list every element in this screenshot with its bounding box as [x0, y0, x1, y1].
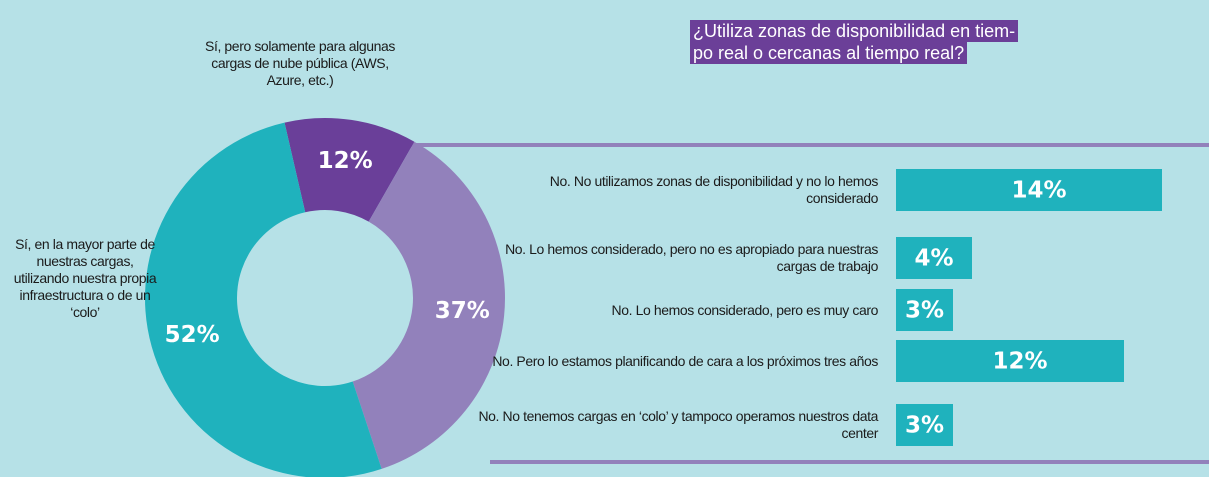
category-label: No. Lo hemos considerado, pero es muy ca…: [611, 301, 879, 318]
value-label: 12%: [992, 349, 1047, 375]
bar: [896, 237, 972, 279]
title: ¿Utiliza zonas de disponibilidad en tiem…: [690, 20, 1019, 64]
donut-segment: [145, 122, 382, 477]
donut-segment: [352, 141, 505, 469]
category-label: No. Pero lo estamos planificando de cara…: [492, 352, 878, 369]
title-line: po real o cercanas al tiempo real?: [690, 42, 968, 64]
bar: [896, 404, 953, 446]
value-label: 14%: [1011, 178, 1066, 204]
title-line: ¿Utiliza zonas de disponibilidad en tiem…: [690, 20, 1019, 42]
value-label: 3%: [905, 413, 944, 439]
value-label: 52%: [165, 322, 220, 348]
value-label: 12%: [318, 148, 373, 174]
value-label: 3%: [905, 298, 944, 324]
bar: [896, 169, 1162, 211]
donut-segment: [284, 117, 415, 222]
bar: [896, 340, 1124, 382]
value-label: 4%: [914, 246, 953, 272]
category-label: No. No utilizamos zonas de disponibilida…: [549, 173, 879, 206]
category-label: Sí, en la mayor parte de nuestras cargas…: [13, 236, 157, 320]
category-label: Sí, pero solamente para algunas cargas d…: [205, 38, 395, 88]
value-label: 37%: [435, 298, 490, 324]
category-label: No. No tenemos cargas en ‘colo’ y tampoc…: [478, 408, 878, 441]
bar: [896, 289, 953, 331]
category-label: No. Lo hemos considerado, pero no es apr…: [505, 241, 878, 274]
